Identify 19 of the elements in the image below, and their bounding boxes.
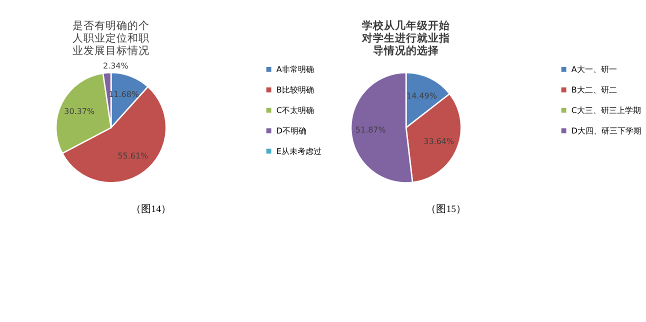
legend-label: D大四、研三下学期 bbox=[571, 126, 642, 136]
data-label: 33.64% bbox=[424, 137, 454, 146]
chart-title: 学校从几年级开始对学生进行就业指导情况的选择 bbox=[361, 19, 452, 57]
text: （图15） bbox=[426, 204, 466, 216]
legend-label: B比较明确 bbox=[276, 86, 314, 95]
legend-label: C不太明确 bbox=[276, 106, 314, 115]
legend-label: A非常明确 bbox=[276, 65, 314, 74]
data-label: 55.61% bbox=[118, 151, 149, 160]
legend-label: D不明确 bbox=[276, 126, 307, 136]
data-label: 30.37% bbox=[64, 107, 96, 116]
legend-label: B大二、研二 bbox=[571, 86, 617, 95]
legend-label: E从未考虑过 bbox=[276, 146, 322, 156]
data-label: 2.34% bbox=[102, 61, 129, 70]
legend-label: C大三、研三上学期 bbox=[571, 106, 641, 115]
data-label: 14.49% bbox=[406, 91, 438, 100]
text: （图14） bbox=[131, 204, 171, 216]
legend-label: A大一、研一 bbox=[571, 65, 617, 74]
chart-title: 是否有明确的个人职业定位和职业发展目标情况 bbox=[72, 19, 150, 58]
data-label: 51.87% bbox=[355, 125, 386, 134]
